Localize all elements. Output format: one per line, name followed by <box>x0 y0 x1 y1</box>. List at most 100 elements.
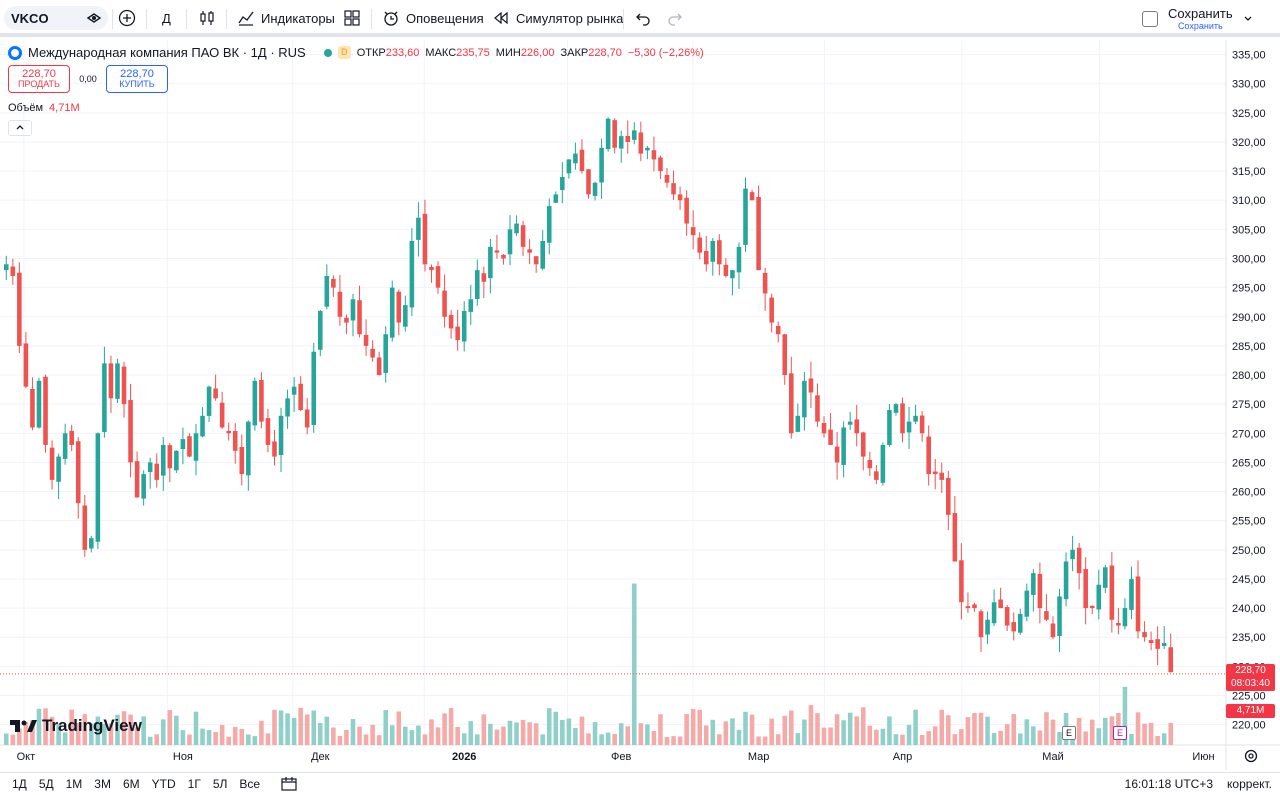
earnings-event-icon[interactable]: E <box>1113 726 1127 740</box>
range-button[interactable]: 3М <box>94 777 111 791</box>
volume-bar <box>56 723 61 745</box>
settings-icon[interactable] <box>1243 748 1259 764</box>
indicators-button[interactable]: Индикаторы <box>237 0 335 36</box>
redo-icon <box>668 13 682 26</box>
range-button[interactable]: 1Д <box>12 777 27 791</box>
volume-bar <box>1037 730 1043 745</box>
candle-body <box>1011 622 1017 632</box>
candle-body <box>677 194 683 201</box>
candle-body <box>900 403 905 434</box>
save-layout-button[interactable]: Сохранить Сохранить <box>1142 6 1253 32</box>
volume-bar <box>860 707 866 745</box>
close-label: ЗАКР <box>560 46 589 59</box>
volume-bar <box>952 734 958 745</box>
volume-bar <box>416 725 421 745</box>
price-axis-label: 300,00 <box>1232 253 1266 265</box>
bottom-toolbar: 1Д 5Д 1М 3М 6М YTD 1Г 5Л Все 16:01:18 UTC+3 корр… <box>0 772 1280 795</box>
toolbar-divider <box>226 9 227 29</box>
bar-countdown-tag: 08:03:40 <box>1226 677 1275 691</box>
range-button[interactable]: 1Г <box>187 777 201 791</box>
alerts-label: Оповещения <box>406 10 484 26</box>
candle-body <box>121 366 127 405</box>
volume-bar <box>291 717 297 745</box>
range-button[interactable]: 1М <box>65 777 83 791</box>
symbol-search-button[interactable]: VKCO <box>4 6 108 30</box>
alerts-button[interactable]: Оповещения <box>382 0 484 36</box>
candle-body <box>429 266 434 271</box>
candle-body <box>239 447 245 475</box>
sell-label: ПРОДАТЬ <box>18 79 60 90</box>
adjust-toggle[interactable]: коррект. <box>1227 777 1272 791</box>
layouts-button[interactable] <box>343 0 361 36</box>
replay-button[interactable]: Симулятор рынка <box>492 0 623 36</box>
logo-text: TradingView <box>42 716 142 735</box>
volume-bar <box>605 732 611 745</box>
volume-bar <box>586 733 591 745</box>
interval-button[interactable]: Д <box>162 0 171 36</box>
chart-type-button[interactable] <box>198 0 216 36</box>
chevron-down-icon[interactable] <box>1243 14 1253 24</box>
date-range-calendar-icon[interactable] <box>280 776 298 792</box>
range-button[interactable]: Все <box>239 777 261 791</box>
candle-body <box>756 197 761 271</box>
candle-body <box>160 444 166 476</box>
volume-bar <box>232 726 238 745</box>
collapse-legend-button[interactable] <box>8 120 32 136</box>
volume-bar <box>160 719 166 745</box>
market-status-icon <box>323 48 332 57</box>
range-button[interactable]: 5Д <box>38 777 54 791</box>
volume-bar <box>854 716 860 745</box>
high-value: 235,75 <box>456 46 490 59</box>
last-price-tag: 228,70 <box>1226 664 1275 678</box>
candle-body <box>200 415 205 437</box>
volume-bar <box>187 734 192 745</box>
range-button[interactable]: YTD <box>151 777 176 791</box>
range-button[interactable]: 6М <box>122 777 140 791</box>
candle-body <box>219 402 225 428</box>
candle-body <box>671 183 676 195</box>
volume-bar <box>874 729 879 745</box>
price-axis-label: 280,00 <box>1232 370 1266 382</box>
price-axis-label: 285,00 <box>1232 341 1266 353</box>
candle-body <box>586 169 591 195</box>
volume-bar <box>1109 716 1115 745</box>
candle-body <box>991 602 997 624</box>
volume-bar <box>442 713 447 745</box>
range-button[interactable]: 5Л <box>212 777 228 791</box>
volume-bar <box>743 711 748 745</box>
volume-bar <box>259 720 264 745</box>
volume-bar <box>808 705 814 745</box>
candle-body <box>17 272 22 346</box>
redo-button[interactable] <box>666 0 684 36</box>
candle-body <box>782 334 788 376</box>
price-chart[interactable]: 220,00225,00230,00235,00240,00245,00250,… <box>0 40 1280 770</box>
high-label: МАКС <box>425 46 457 59</box>
volume-bar <box>121 711 127 745</box>
candle-body <box>736 246 742 273</box>
earnings-event-icon[interactable]: E <box>1062 726 1076 740</box>
volume-bar <box>494 729 500 745</box>
candle-body <box>847 421 853 425</box>
undo-button[interactable] <box>634 0 652 36</box>
volume-bar <box>632 583 637 745</box>
candle-body <box>880 444 886 483</box>
candle-body <box>232 431 238 451</box>
candle-body <box>134 461 140 498</box>
volume-bar <box>337 735 343 745</box>
compare-symbol-button[interactable] <box>118 0 136 36</box>
candle-body <box>998 599 1003 609</box>
volume-bar <box>285 713 290 745</box>
volume-bar <box>403 726 408 745</box>
buy-button[interactable]: 228,70 КУПИТЬ <box>106 65 168 93</box>
clock-time[interactable]: 16:01:18 UTC+3 <box>1124 777 1214 791</box>
candle-body <box>206 386 212 416</box>
candle-body <box>560 176 565 191</box>
volume-bar <box>769 718 774 745</box>
candle-body <box>102 363 107 433</box>
volume-bar <box>396 711 402 745</box>
sell-button[interactable]: 228,70 ПРОДАТЬ <box>8 65 70 93</box>
candle-body <box>1063 561 1069 600</box>
candle-body <box>69 430 74 445</box>
candle-body <box>376 357 382 376</box>
volume-bar <box>324 716 330 745</box>
